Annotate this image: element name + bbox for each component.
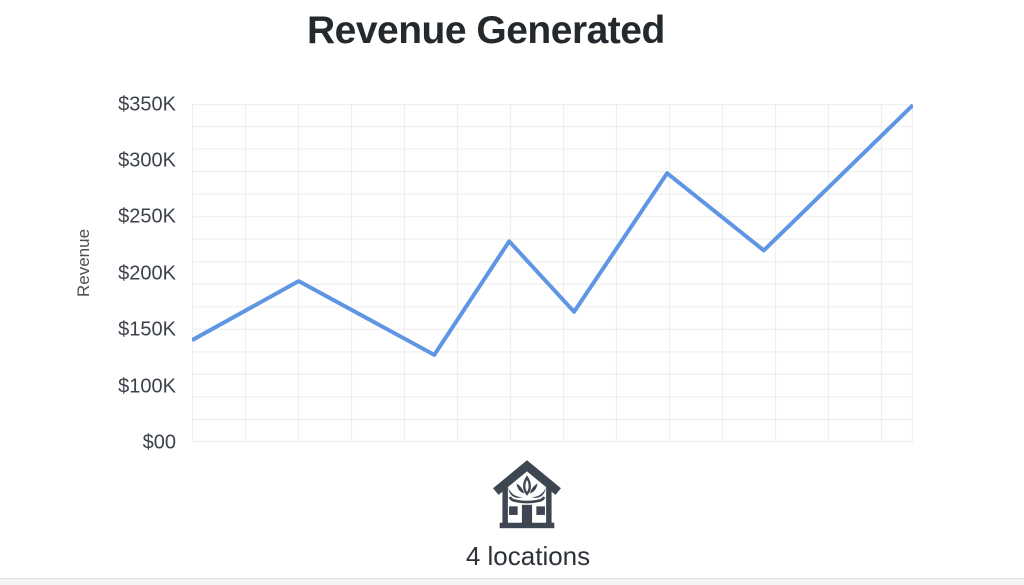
grid-lines bbox=[192, 104, 913, 442]
revenue-line-chart bbox=[192, 104, 913, 442]
y-tick-label: $200K bbox=[118, 262, 176, 285]
bottom-divider bbox=[0, 578, 1024, 585]
y-tick-label: $150K bbox=[118, 318, 176, 341]
y-tick-label: $250K bbox=[118, 205, 176, 228]
locations-caption: 4 locations bbox=[465, 541, 591, 571]
house-lotus-icon bbox=[493, 460, 561, 529]
y-tick-label: $300K bbox=[118, 149, 176, 172]
y-axis-label: Revenue bbox=[74, 228, 93, 298]
y-tick-label: $350K bbox=[118, 93, 176, 115]
y-tick-label: $00 bbox=[142, 431, 176, 454]
y-tick-label: $100K bbox=[118, 375, 176, 397]
chart-title: Revenue Generated bbox=[307, 9, 665, 52]
revenue-line-series bbox=[192, 104, 913, 357]
